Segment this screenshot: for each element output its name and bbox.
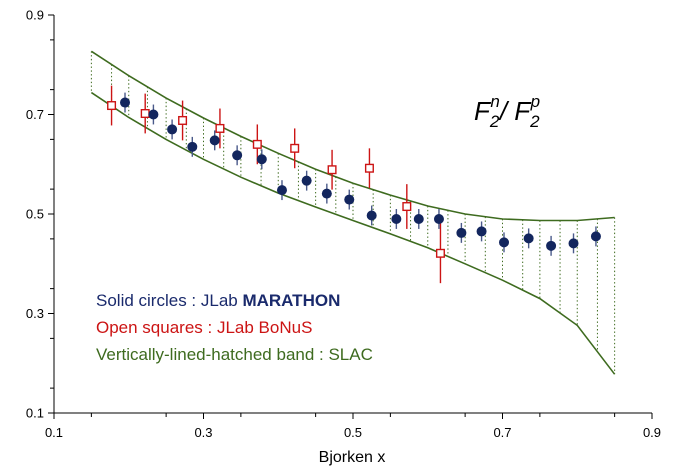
x-tick-label: 0.1 [45, 425, 63, 440]
y-tick-label: 0.3 [26, 306, 44, 321]
x-tick-label: 0.5 [344, 425, 362, 440]
ratio-sub-numerator: 2 [489, 112, 500, 131]
bonus-point [215, 123, 225, 133]
marathon-point [456, 227, 467, 238]
marathon-point [568, 238, 579, 249]
ratio-f-denominator: F [514, 96, 532, 126]
legend-marathon-bold: MARATHON [242, 291, 340, 310]
bonus-point [364, 163, 374, 173]
bonus-point [178, 115, 188, 125]
marathon-point [523, 233, 534, 244]
y-tick-label: 0.1 [26, 406, 44, 421]
bonus-point [252, 139, 262, 149]
y-tick-label: 0.5 [26, 207, 44, 222]
x-axis-title: Bjorken x [319, 449, 386, 466]
marathon-point [476, 226, 487, 237]
bonus-point [107, 101, 117, 111]
marathon-point [209, 135, 220, 146]
band-upper-curve [90, 50, 615, 222]
x-tick-label: 0.9 [643, 425, 661, 440]
ratio-slash: / [498, 96, 514, 126]
legend: Solid circles : JLab MARATHON Open squar… [96, 291, 373, 364]
marathon-series [120, 92, 601, 256]
slac-band [90, 50, 616, 375]
marathon-point [413, 213, 424, 224]
y-tick-label: 0.7 [26, 107, 44, 122]
ratio-sub-denominator: 2 [529, 112, 540, 131]
marathon-point [546, 240, 557, 251]
bonus-point [402, 202, 412, 212]
marathon-point [498, 237, 509, 248]
marathon-point [301, 175, 312, 186]
marathon-point [256, 154, 267, 165]
marathon-point [167, 124, 178, 135]
band-lower-curve [90, 91, 616, 375]
legend-marathon: Solid circles : JLab MARATHON [96, 291, 340, 310]
x-tick-label: 0.7 [493, 425, 511, 440]
marathon-point [232, 150, 243, 161]
marathon-point [120, 97, 131, 108]
bonus-point [290, 143, 300, 153]
legend-bonus: Open squares : JLab BoNuS [96, 318, 312, 337]
marathon-point [344, 194, 355, 205]
marathon-point [276, 185, 287, 196]
legend-marathon-prefix: Solid circles : JLab [96, 291, 242, 310]
x-tick-label: 0.3 [194, 425, 212, 440]
marathon-point [148, 109, 159, 120]
marathon-point [187, 141, 198, 152]
marathon-point [321, 188, 332, 199]
bonus-point [327, 165, 337, 175]
bonus-point [140, 109, 150, 119]
bonus-point [435, 248, 445, 258]
y-tick-label: 0.9 [26, 8, 44, 23]
marathon-point [433, 213, 444, 224]
axes: 0.1 0.3 0.5 0.7 0.9 0.1 0.3 0.5 0.7 0.9 [26, 8, 661, 441]
ratio-n-super: n [490, 92, 499, 111]
legend-slac: Vertically-lined-hatched band : SLAC [96, 345, 373, 364]
bonus-series [107, 85, 445, 284]
marathon-point [366, 210, 377, 221]
marathon-point [590, 231, 601, 242]
ratio-p-super: p [530, 92, 540, 111]
ratio-f-numerator: F [474, 96, 492, 126]
marathon-point [391, 213, 402, 224]
ratio-annotation: F2n/ F2p [474, 92, 540, 131]
